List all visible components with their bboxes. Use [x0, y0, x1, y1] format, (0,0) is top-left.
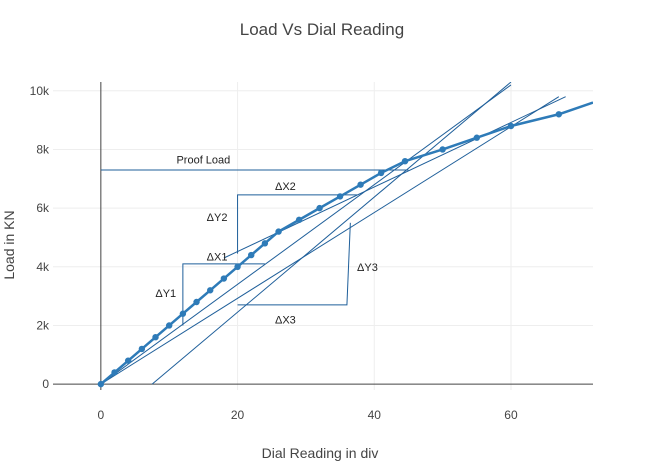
series-line	[100, 101, 593, 386]
annotation-label: ΔY1	[155, 288, 176, 300]
annotation-label: ΔX1	[207, 252, 228, 264]
data-point	[555, 111, 563, 118]
y-tick-label: 8k	[36, 142, 50, 156]
data-point	[473, 134, 480, 141]
y-tick-label: 6k	[36, 201, 50, 215]
data-point	[234, 263, 241, 270]
data-point	[138, 345, 146, 353]
data-point	[377, 169, 385, 177]
y-tick-label: 10k	[30, 84, 50, 98]
reference-line	[151, 82, 512, 385]
data-point	[401, 158, 409, 165]
data-point	[336, 193, 344, 200]
x-tick-label: 60	[504, 408, 518, 422]
reference-lines	[100, 82, 566, 385]
data-point	[275, 228, 282, 235]
data-point	[97, 380, 105, 388]
data-point	[152, 334, 159, 341]
annotation-bracket	[237, 222, 351, 306]
data-point	[439, 146, 446, 153]
data-point	[111, 369, 118, 376]
tick-labels: 0 20 40 60 0 2k 4k 6k 8k 10k	[30, 84, 518, 422]
data-point	[207, 287, 214, 294]
data-point	[261, 240, 269, 247]
data-point	[316, 204, 323, 212]
data-point	[248, 251, 255, 259]
y-tick-label: 0	[42, 377, 49, 391]
grid-lines	[53, 82, 593, 390]
axes	[53, 82, 593, 390]
data-point	[220, 275, 228, 282]
annotations: Proof Load ΔX2 ΔY2 ΔX1 ΔY1 ΔY3 ΔX3	[155, 155, 377, 327]
data-series	[97, 101, 593, 388]
x-axis-title: Dial Reading in div	[262, 445, 379, 461]
annotation-label: ΔY2	[207, 212, 228, 224]
data-point	[193, 298, 200, 306]
y-tick-label: 4k	[36, 260, 50, 274]
annotation-label: ΔX3	[275, 315, 296, 327]
plot-area	[97, 82, 593, 388]
annotation-label: Proof Load	[176, 155, 230, 167]
annotation-label: ΔY3	[357, 262, 378, 274]
y-tick-label: 2k	[36, 318, 50, 332]
x-tick-label: 40	[368, 408, 382, 422]
reference-line	[100, 84, 512, 385]
data-point	[295, 216, 303, 224]
annotation-label: ΔX2	[275, 181, 296, 193]
data-point	[507, 122, 515, 130]
data-point	[179, 310, 187, 317]
annotation-bracket	[237, 194, 358, 254]
x-tick-label: 0	[98, 408, 105, 422]
data-point	[357, 181, 364, 188]
data-point	[124, 357, 132, 364]
data-point	[166, 322, 173, 329]
x-tick-label: 20	[231, 408, 245, 422]
reference-line	[100, 96, 560, 385]
chart-title: Load Vs Dial Reading	[240, 20, 404, 39]
y-axis-title: Load in KN	[1, 210, 17, 279]
